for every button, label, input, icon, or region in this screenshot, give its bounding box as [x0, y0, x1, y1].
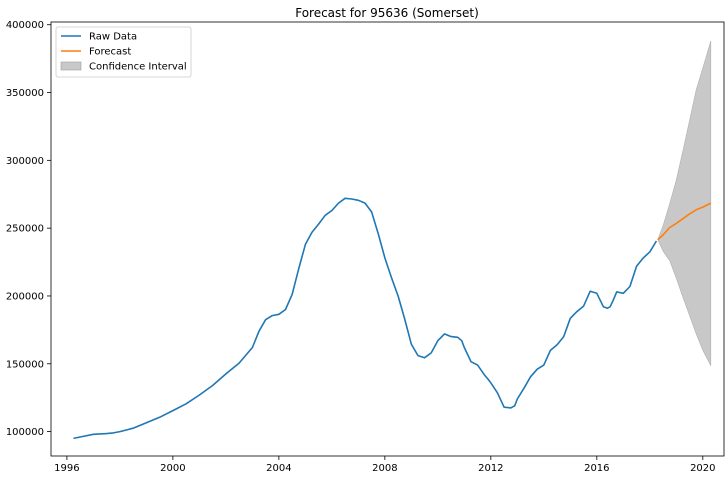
series-layer	[73, 197, 712, 440]
x-tick-label: 2004	[266, 463, 291, 474]
plot-area-frame	[50, 21, 725, 457]
x-tick-label: 2012	[478, 463, 503, 474]
x-axis: 1996 2000 2004 2008 2012 2016 2020	[54, 456, 716, 474]
x-tick-label: 2016	[584, 463, 609, 474]
legend-box	[55, 26, 192, 78]
chart-title: Forecast for 95636 (Somerset)	[295, 6, 479, 20]
x-tick-label: 2020	[690, 463, 715, 474]
y-tick-label: 300000	[6, 156, 44, 167]
legend-label: Raw Data	[89, 32, 137, 43]
legend-label: Forecast	[89, 47, 131, 58]
y-tick-label: 100000	[6, 427, 44, 438]
legend: Raw Data Forecast Confidence Interval	[55, 26, 192, 78]
raw-data-line	[73, 197, 658, 440]
y-tick-label: 350000	[6, 88, 44, 99]
x-tick-label: 2000	[160, 463, 185, 474]
legend-patch-swatch	[60, 61, 82, 71]
legend-label: Confidence Interval	[89, 62, 187, 73]
forecast-line	[657, 202, 712, 241]
y-axis: 100000 150000 200000 250000 300000 350000 4000…	[6, 20, 51, 438]
y-tick-label: 250000	[6, 224, 44, 235]
y-tick-label: 200000	[6, 291, 44, 302]
y-tick-label: 150000	[6, 359, 44, 370]
x-tick-label: 1996	[54, 463, 79, 474]
x-tick-label: 2008	[372, 463, 397, 474]
y-tick-label: 400000	[6, 20, 44, 31]
